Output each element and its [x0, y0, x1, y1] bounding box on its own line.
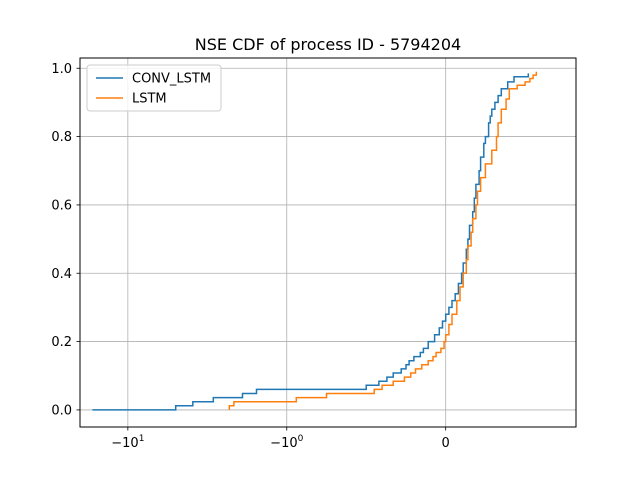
data-series	[92, 71, 538, 411]
y-tick-label: 0.4	[51, 267, 72, 282]
y-tick-label: 1.0	[51, 62, 72, 77]
legend: CONV_LSTM LSTM	[86, 64, 222, 112]
y-tick-label: 0.8	[51, 130, 72, 145]
x-tick-label: 0	[442, 436, 450, 451]
x-tick-label: −101	[111, 434, 144, 451]
legend-label: CONV_LSTM	[132, 72, 211, 87]
y-tick-label: 0.2	[51, 335, 72, 350]
plot-area-frame	[79, 57, 577, 428]
x-tick-exponent: 0	[298, 434, 304, 444]
x-tick-label: −100	[270, 434, 303, 451]
series-line-lstm	[228, 71, 538, 410]
x-tick-exponent: 1	[139, 434, 145, 444]
y-tick-label: 0.0	[51, 403, 72, 418]
chart-title: NSE CDF of process ID - 5794204	[195, 35, 461, 54]
legend-label: LSTM	[132, 92, 167, 107]
series-line-conv-lstm	[92, 73, 530, 411]
legend-box	[86, 64, 222, 112]
y-tick-label: 0.6	[51, 198, 72, 213]
axis-ticks: −101 −100 00.00.20.40.60.81.0	[51, 62, 450, 451]
